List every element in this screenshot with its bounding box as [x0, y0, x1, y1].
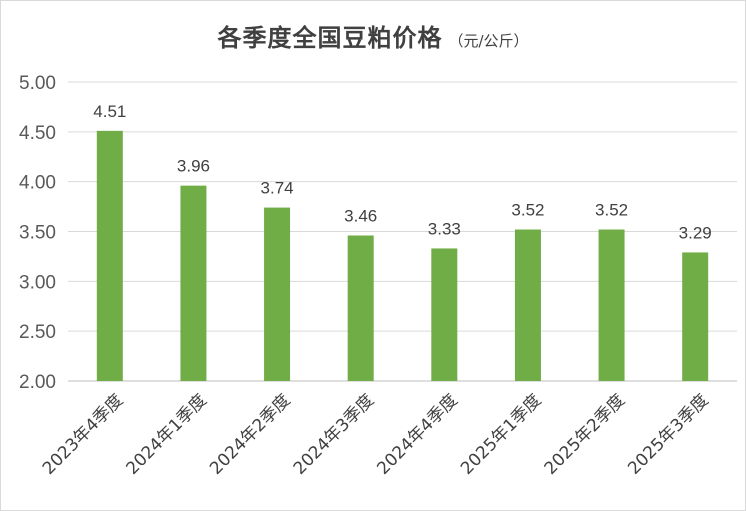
data-label: 4.51 [93, 102, 126, 121]
data-label: 3.52 [595, 201, 628, 220]
y-tick-label: 4.00 [19, 173, 56, 194]
x-tick-label: 2024年2季度 [206, 390, 294, 478]
x-tick-label: 2025年2季度 [541, 390, 629, 478]
x-axis: 2023年4季度2024年1季度2024年2季度2024年3季度2024年4季度… [39, 390, 713, 478]
data-label: 3.52 [511, 201, 544, 220]
y-tick-label: 3.00 [19, 272, 56, 293]
x-tick-label: 2023年4季度 [39, 390, 127, 478]
data-label: 3.96 [177, 157, 210, 176]
x-tick-label: 2025年3季度 [624, 390, 712, 478]
data-label: 3.46 [344, 206, 377, 225]
bar [431, 248, 458, 381]
bar [598, 229, 625, 381]
x-tick-label: 2024年3季度 [290, 390, 378, 478]
y-tick-label: 4.50 [19, 123, 56, 144]
gridlines [68, 81, 737, 382]
chart-unit-label: （元/公斤） [448, 32, 529, 50]
bar [514, 229, 541, 381]
bar [264, 207, 291, 381]
bar [347, 235, 374, 381]
y-tick-label: 3.50 [19, 223, 56, 244]
data-label: 3.29 [679, 223, 712, 242]
y-tick-label: 5.00 [19, 73, 56, 94]
chart-title-text: 各季度全国豆粕价格 [217, 24, 443, 52]
chart-title: 各季度全国豆粕价格 （元/公斤） [0, 18, 746, 53]
bar [682, 252, 709, 381]
data-label: 3.74 [261, 179, 294, 198]
y-axis: 2.00 2.50 3.00 3.50 4.00 4.50 5.00 [19, 73, 56, 393]
x-tick-label: 2025年1季度 [457, 390, 545, 478]
bar [180, 185, 207, 381]
bar [96, 130, 123, 381]
x-tick-label: 2024年4季度 [373, 390, 461, 478]
x-tick-label: 2024年1季度 [123, 390, 211, 478]
data-label: 3.33 [428, 219, 461, 238]
y-tick-label: 2.00 [19, 372, 56, 393]
data-labels: 4.51 3.96 3.74 3.46 3.33 3.52 3.52 3.29 [93, 102, 711, 243]
y-tick-label: 2.50 [19, 322, 56, 343]
bars [96, 130, 709, 381]
